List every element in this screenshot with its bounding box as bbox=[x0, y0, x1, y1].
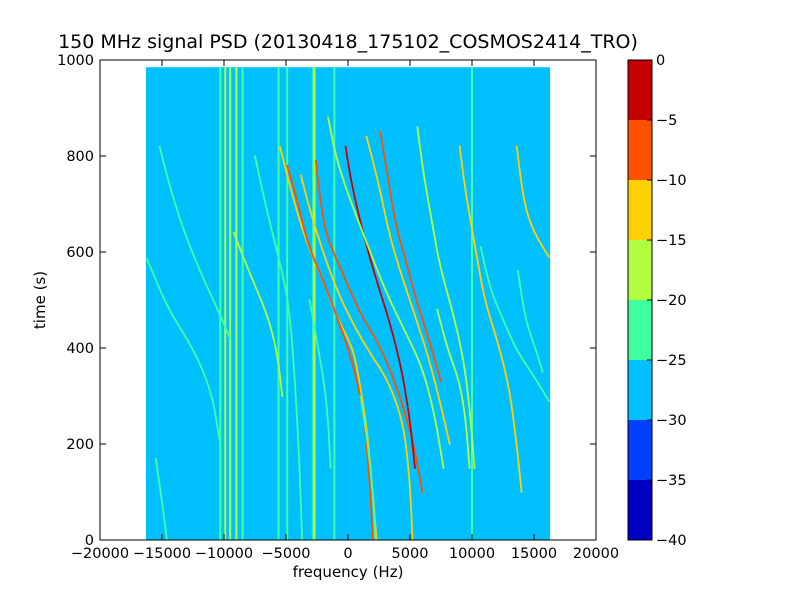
colorbar-band bbox=[628, 360, 652, 420]
doppler-track-15 bbox=[515, 145, 550, 258]
doppler-track-13 bbox=[458, 145, 523, 493]
x-tick-label: 10000 bbox=[449, 546, 495, 562]
x-axis-label: frequency (Hz) bbox=[293, 563, 404, 581]
doppler-track-7 bbox=[314, 159, 424, 493]
doppler-track-1 bbox=[158, 145, 232, 340]
y-tick-label: 600 bbox=[66, 245, 94, 261]
x-tick-label: −10000 bbox=[195, 546, 253, 562]
doppler-track-11 bbox=[379, 131, 442, 383]
doppler-track-18 bbox=[154, 457, 168, 540]
spectrogram bbox=[145, 67, 551, 540]
doppler-track-17 bbox=[516, 270, 544, 373]
doppler-track-20 bbox=[359, 395, 377, 540]
colorbar: −40 −35 −30 −25 −20 −15 −10 −5 0 bbox=[627, 53, 687, 549]
colorbar-tick-label: −10 bbox=[656, 173, 687, 189]
x-tick-label: −20000 bbox=[71, 546, 129, 562]
colorbar-band bbox=[628, 420, 652, 480]
doppler-track-9 bbox=[327, 116, 445, 469]
y-axis-label: time (s) bbox=[31, 271, 49, 329]
colorbar-band bbox=[628, 480, 652, 540]
y-tick-label: 800 bbox=[66, 149, 94, 165]
colorbar-band bbox=[628, 300, 652, 360]
colorbar-tick-label: −15 bbox=[656, 233, 687, 249]
x-tick-label: 5000 bbox=[392, 546, 429, 562]
doppler-track-8 bbox=[344, 145, 416, 469]
doppler-track-19 bbox=[308, 299, 332, 469]
colorbar-tick-label: −40 bbox=[656, 533, 687, 549]
x-tick-label: 15000 bbox=[511, 546, 557, 562]
colorbar-tick-label: −25 bbox=[656, 353, 687, 369]
doppler-track-12 bbox=[416, 126, 476, 469]
colorbar-band bbox=[628, 120, 652, 180]
doppler-track-5 bbox=[286, 164, 374, 540]
colorbar-tick-label: 0 bbox=[656, 53, 665, 69]
y-tick-label: 0 bbox=[85, 533, 94, 549]
doppler-track-14 bbox=[436, 308, 471, 469]
colorbar-tick-label: −5 bbox=[656, 113, 677, 129]
doppler-track-3 bbox=[254, 155, 304, 540]
doppler-track-2 bbox=[233, 231, 284, 397]
y-tick-label: 200 bbox=[66, 437, 94, 453]
doppler-track-16 bbox=[479, 246, 550, 402]
y-axis-ticks: 0 200 400 600 800 1000 bbox=[57, 53, 596, 549]
chart-title: 150 MHz signal PSD (20130418_175102_COSM… bbox=[58, 31, 638, 53]
y-tick-label: 1000 bbox=[57, 53, 94, 69]
x-axis-ticks: −20000 −15000 −10000 −5000 0 5000 10000 15000 20… bbox=[71, 60, 619, 562]
doppler-track-0 bbox=[146, 258, 222, 445]
colorbar-band bbox=[628, 180, 652, 240]
background-noise bbox=[145, 67, 551, 540]
colorbar-tick-label: −20 bbox=[656, 293, 687, 309]
y-tick-label: 400 bbox=[66, 341, 94, 357]
doppler-track-6 bbox=[299, 174, 414, 540]
x-tick-label: −15000 bbox=[133, 546, 191, 562]
colorbar-tick-label: −30 bbox=[656, 413, 687, 429]
colorbar-band bbox=[628, 60, 652, 120]
x-tick-label: −5000 bbox=[261, 546, 310, 562]
colorbar-tick-label: −35 bbox=[656, 473, 687, 489]
colorbar-band bbox=[628, 240, 652, 300]
doppler-track-10 bbox=[365, 135, 451, 445]
x-tick-label: 20000 bbox=[573, 546, 619, 562]
x-tick-label: 0 bbox=[343, 546, 352, 562]
